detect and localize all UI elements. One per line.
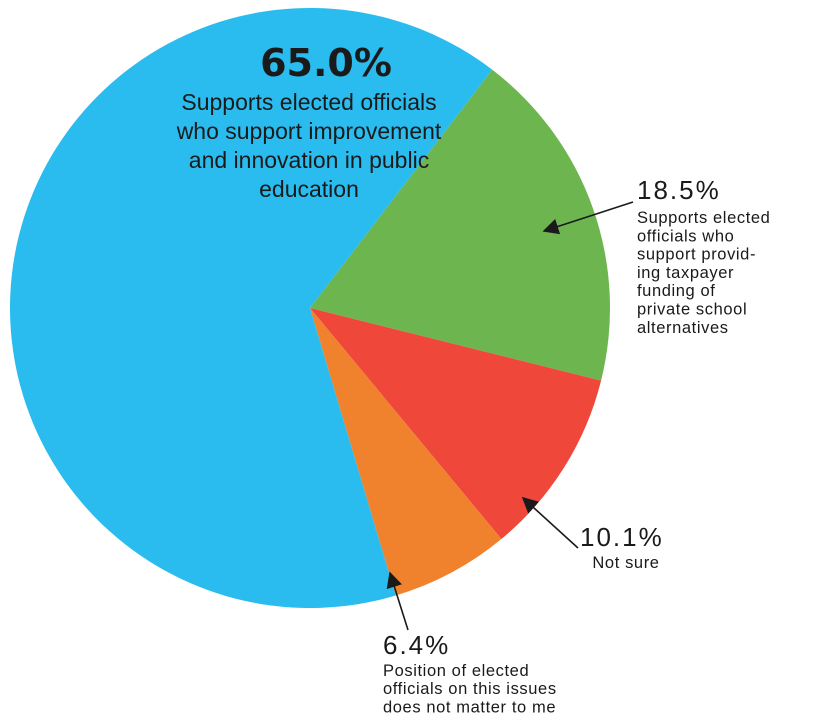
description-line: Position of elected: [383, 662, 529, 680]
slice-not-sure-percent-label: 10.1%: [580, 522, 664, 552]
slice-private-school-funding-arrow: [542, 201, 634, 235]
description-line: funding of: [637, 282, 715, 300]
description-line: does not matter to me: [383, 698, 556, 716]
slice-improvement-innovation-percent-label: 65.0%: [260, 41, 392, 85]
slice-private-school-funding-description: Supports elected officials who support pro…: [637, 209, 770, 337]
slice-does-not-matter-description: Position of elected officials on this iss…: [383, 662, 557, 716]
description-line: officials who: [637, 227, 734, 245]
description-line: ing taxpayer: [637, 264, 734, 282]
description-line: Supports elected: [637, 209, 770, 227]
description-line: Supports elected officials: [181, 89, 436, 115]
slice-does-not-matter-arrow: [386, 571, 409, 631]
slice-improvement-innovation: [9, 8, 493, 609]
description-line: support provid-: [637, 246, 756, 264]
slice-private-school-funding: [310, 69, 611, 381]
pie-slices: [9, 8, 611, 609]
description-line: private school: [637, 301, 747, 319]
slice-does-not-matter: [310, 308, 502, 596]
slice-not-sure-arrow: [521, 496, 579, 549]
slice-not-sure-description: Not sure: [592, 554, 659, 572]
description-line: officials on this issues: [383, 680, 557, 698]
description-line: Not sure: [592, 554, 659, 572]
description-line: alternatives: [637, 319, 729, 337]
slice-improvement-innovation-description: Supports elected officials who support im…: [176, 89, 442, 202]
slice-labels: 18.5% Supports elected officials who suppor…: [176, 41, 770, 716]
description-line: who support improvement: [176, 118, 442, 144]
slice-not-sure: [310, 308, 602, 540]
description-line: education: [259, 176, 359, 202]
description-line: and innovation in public: [189, 147, 429, 173]
callout-arrows: [386, 201, 634, 631]
slice-private-school-funding-percent-label: 18.5%: [637, 175, 721, 205]
slice-does-not-matter-percent-label: 6.4%: [383, 630, 450, 660]
